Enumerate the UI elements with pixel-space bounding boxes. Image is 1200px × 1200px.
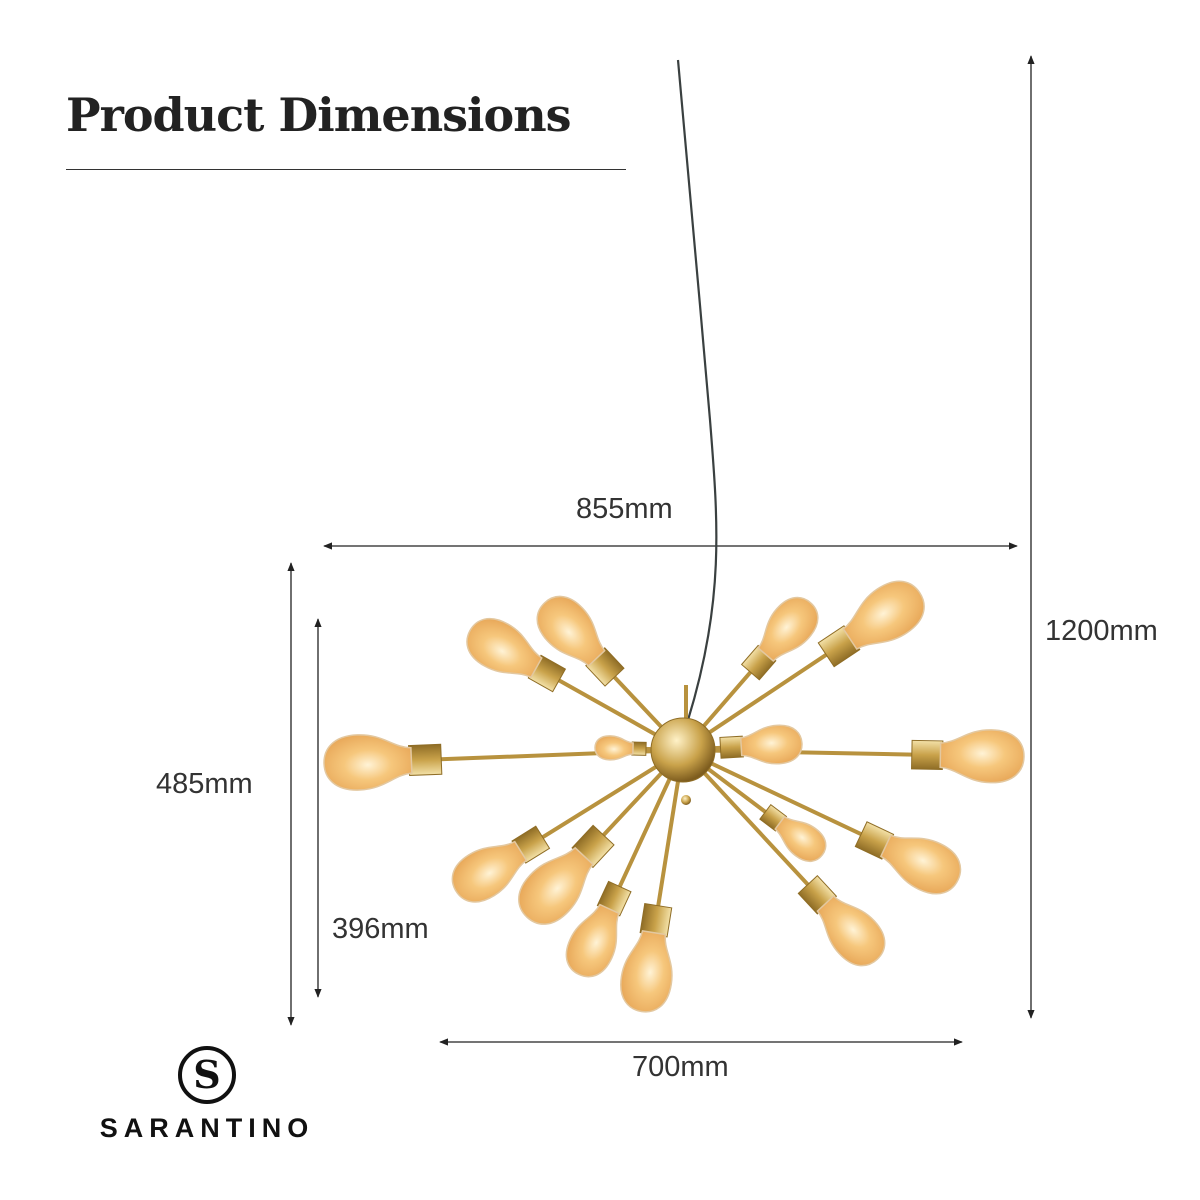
edison-bulb — [739, 724, 803, 765]
edison-bulb — [323, 734, 413, 791]
edison-bulb — [565, 903, 620, 978]
edison-bulb — [774, 815, 827, 862]
bulb-arm — [620, 749, 685, 1013]
edison-bulb — [842, 580, 925, 651]
bulb-arm — [682, 748, 962, 895]
bulb-socket — [407, 743, 443, 776]
label-height-396: 396mm — [332, 913, 429, 945]
bottom-finial — [681, 795, 691, 805]
edison-bulb — [466, 617, 543, 679]
label-height-485: 485mm — [156, 768, 253, 800]
bulb-arm — [681, 748, 886, 967]
arm-rod — [681, 748, 818, 895]
edison-bulb — [879, 834, 962, 895]
title-divider — [66, 169, 626, 170]
page-title: Product Dimensions — [66, 88, 572, 142]
edison-bulb — [451, 840, 528, 903]
edison-bulb — [536, 595, 606, 667]
bulb-arm — [681, 748, 827, 862]
arm-rod — [682, 748, 874, 842]
dimension-lines — [287, 55, 1035, 1046]
center-sphere — [650, 717, 716, 783]
bulb-socket — [631, 741, 647, 756]
edison-bulb — [518, 846, 594, 925]
edison-bulb — [757, 596, 819, 662]
bulb-socket — [911, 739, 944, 771]
edison-bulb — [594, 735, 634, 761]
bulb-arm — [682, 724, 803, 765]
logo-letter: S — [193, 1052, 220, 1097]
label-width-700: 700mm — [632, 1051, 729, 1083]
label-width-855: 855mm — [576, 493, 673, 525]
label-height-1200: 1200mm — [1045, 615, 1158, 647]
bulb-socket — [719, 735, 744, 759]
brand-logo: S — [178, 1046, 236, 1104]
chandelier-illustration — [323, 580, 1025, 1013]
edison-bulb — [620, 930, 673, 1013]
edison-bulb — [939, 729, 1025, 784]
brand-name: SARANTINO — [99, 1113, 315, 1143]
arm-rod — [682, 748, 926, 757]
power-cord — [676, 59, 718, 721]
edison-bulb — [816, 895, 886, 967]
bulb-arm — [681, 580, 925, 752]
